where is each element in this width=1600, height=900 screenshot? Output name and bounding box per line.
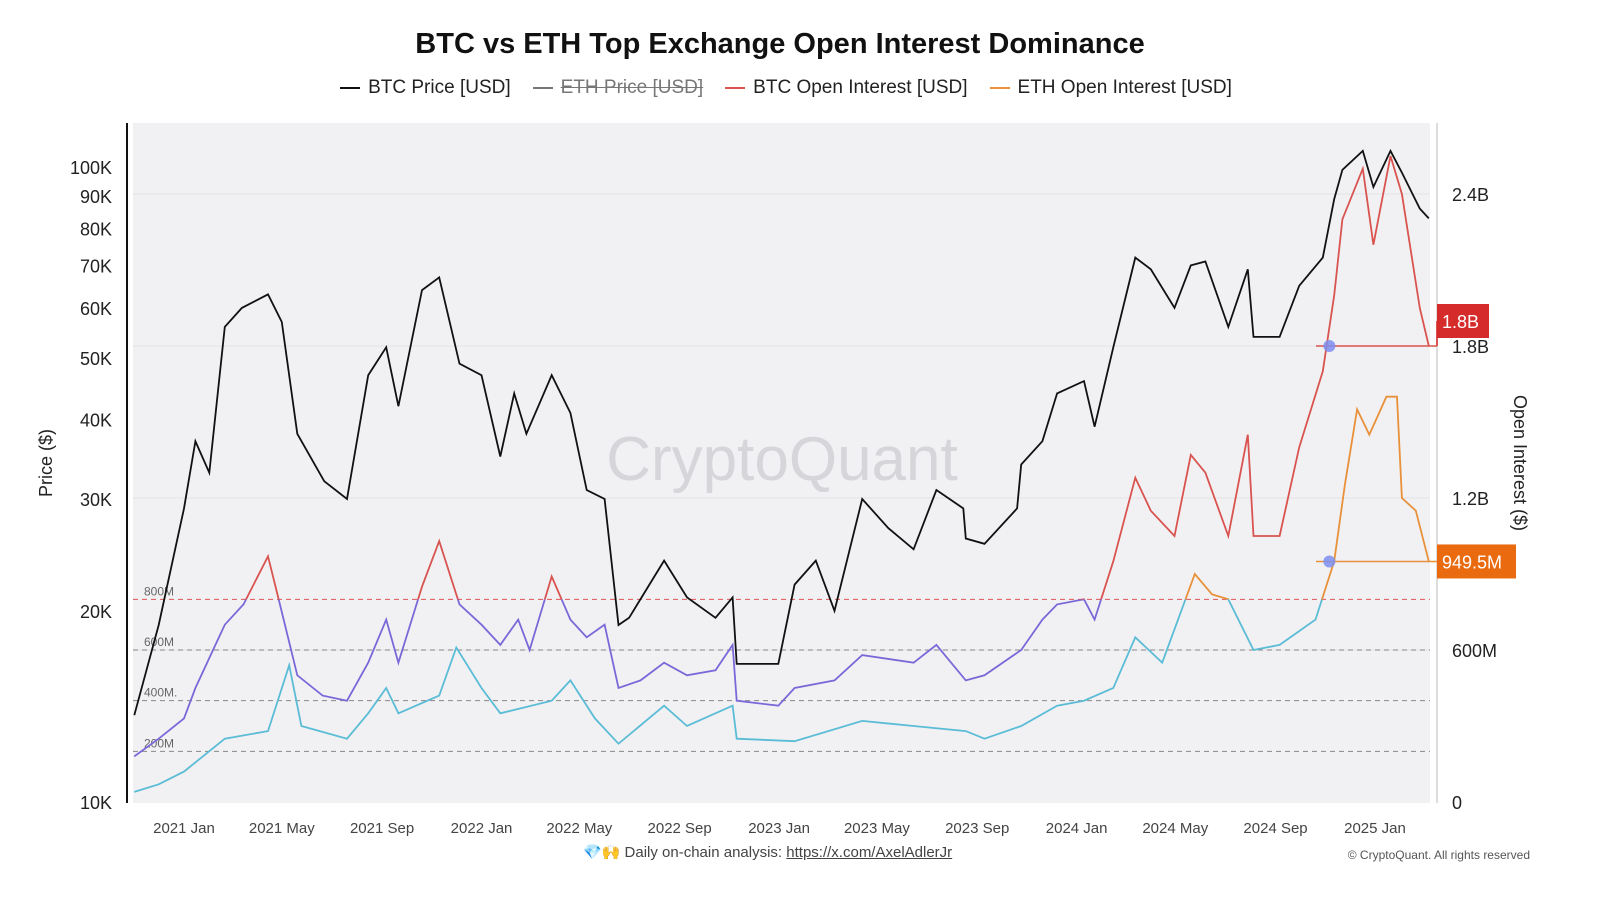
y-left-tick: 50K	[80, 349, 112, 369]
y-left-tick: 10K	[80, 793, 112, 813]
y-left-tick: 20K	[80, 602, 112, 622]
legend-item-eth-price[interactable]: ETH Price [USD]	[532, 77, 704, 99]
x-tick: 2022 Sep	[648, 820, 712, 837]
x-tick: 2023 Sep	[945, 820, 1009, 837]
y-left-label: Price ($)	[36, 429, 56, 497]
legend-label: BTC Price [USD]	[368, 77, 511, 98]
chart-title: BTC vs ETH Top Exchange Open Interest Do…	[415, 28, 1145, 60]
btc-oi-line-above	[245, 155, 1430, 600]
legend-swatch	[340, 87, 361, 89]
legend-item-btc-price[interactable]: BTC Price [USD]	[340, 77, 511, 99]
y-right-tick: 600M	[1452, 641, 1497, 661]
btc-price-line	[133, 148, 1430, 716]
footer-text: Daily on-chain analysis:	[624, 844, 787, 861]
x-tick: 2021 May	[249, 820, 315, 837]
x-tick: 2021 Sep	[350, 820, 414, 837]
x-tick: 2025 Jan	[1344, 820, 1406, 837]
x-tick: 2023 Jan	[748, 820, 810, 837]
y-left-tick: 30K	[80, 490, 112, 510]
y-right-tick: 1.2B	[1452, 489, 1489, 509]
y-right-tick: 0	[1452, 793, 1462, 813]
y-left-tick: 90K	[80, 187, 112, 207]
eth-oi-line-below	[134, 599, 1323, 793]
legend-label: ETH Price [USD]	[560, 77, 704, 98]
y-left-tick: 70K	[80, 256, 112, 276]
threshold-label: 800M	[144, 584, 174, 598]
x-tick: 2023 May	[844, 820, 910, 837]
y-left-tick: 80K	[80, 220, 112, 240]
legend: BTC Price [USD] ETH Price [USD] BTC Open…	[0, 77, 1572, 99]
crosshair-marker	[1323, 555, 1336, 568]
watermark: CryptoQuant	[606, 425, 958, 494]
x-tick: 2022 May	[546, 820, 612, 837]
btc-oi-line-below	[133, 599, 1103, 758]
legend-swatch	[532, 87, 553, 89]
footer-link[interactable]: https://x.com/AxelAdlerJr	[786, 844, 953, 861]
y-left-tick: 60K	[80, 299, 112, 319]
x-tick: 2024 May	[1142, 820, 1208, 837]
x-tick: 2021 Jan	[153, 820, 215, 837]
y-right-tick: 2.4B	[1452, 185, 1489, 205]
x-tick: 2024 Sep	[1243, 820, 1307, 837]
current-value-label: 949.5M	[1442, 552, 1502, 572]
crosshair-marker	[1323, 340, 1336, 352]
legend-item-btc-oi[interactable]: BTC Open Interest [USD]	[725, 77, 968, 99]
y-right-tick: 1.8B	[1452, 337, 1489, 357]
legend-label: ETH Open Interest [USD]	[1017, 77, 1232, 98]
y-left-tick: 100K	[70, 158, 112, 178]
y-left-tick: 40K	[80, 411, 112, 431]
legend-item-eth-oi[interactable]: ETH Open Interest [USD]	[989, 77, 1232, 99]
threshold-label: 200M	[144, 736, 174, 750]
diamond-hands-icon: 💎🙌	[583, 844, 621, 861]
copyright: © CryptoQuant. All rights reserved	[1347, 848, 1530, 862]
x-tick: 2022 Jan	[451, 820, 513, 837]
current-value-badge	[1437, 304, 1489, 338]
legend-swatch	[989, 87, 1010, 89]
current-value-badge	[1437, 544, 1516, 579]
current-value-label: 1.8B	[1442, 312, 1479, 332]
plot-area	[133, 123, 1430, 803]
threshold-label: 600M	[144, 635, 174, 649]
x-tick: 2024 Jan	[1046, 820, 1108, 837]
threshold-label: 400M.	[144, 686, 177, 700]
y-right-label: Open Interest ($)	[1510, 395, 1530, 531]
footer: 💎🙌 Daily on-chain analysis: https://x.co…	[583, 843, 952, 861]
legend-swatch	[725, 87, 746, 89]
legend-label: BTC Open Interest [USD]	[753, 77, 968, 98]
